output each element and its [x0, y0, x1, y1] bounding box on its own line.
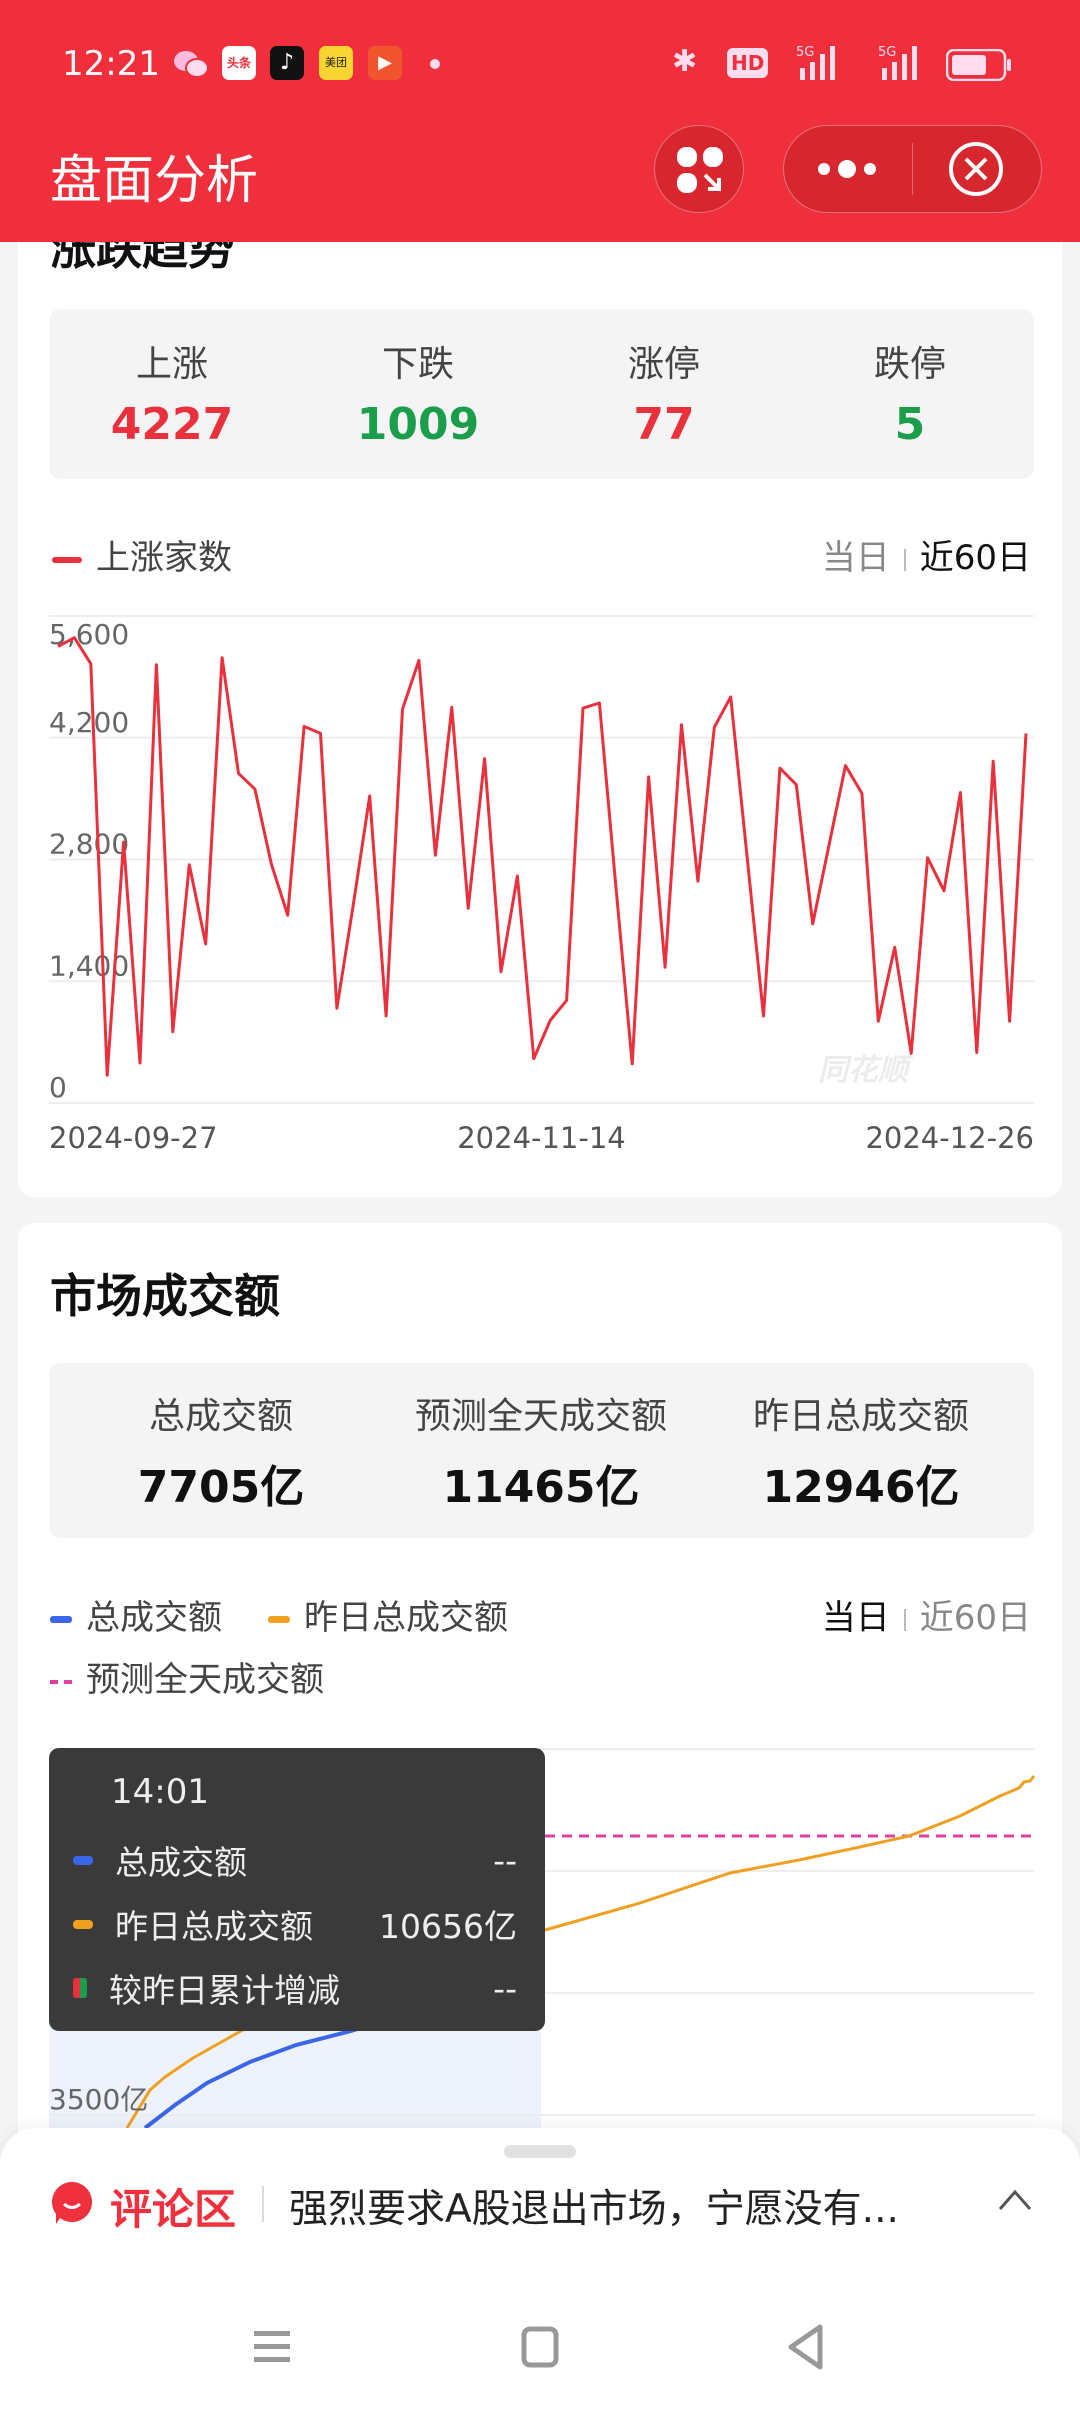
y-tick: 3500亿 — [49, 2083, 149, 2116]
yesterday-volume-line — [125, 1775, 1036, 2129]
x-tick-label: 2024-12-26 — [865, 1121, 1034, 1155]
drag-handle[interactable] — [504, 2145, 576, 2158]
hd-icon: HD — [727, 48, 769, 78]
close-button[interactable] — [914, 126, 1042, 212]
legend-swatch — [52, 556, 82, 563]
stat-limit-up: 涨停 77 — [627, 344, 701, 450]
highlight-area — [49, 2020, 541, 2130]
comment-label: 评论区 — [110, 2185, 237, 2234]
more-icon — [818, 160, 876, 178]
total-volume-line — [143, 2008, 421, 2130]
x-tick-label: 2024-11-14 — [457, 1121, 626, 1155]
chevron-up-icon[interactable] — [998, 2188, 1032, 2212]
comment-preview[interactable]: 强烈要求A股退出市场，宁愿没有... — [289, 2187, 899, 2232]
stat-forecast: 预测全天成交额 11465亿 — [414, 1396, 668, 1513]
series-line-up-count — [57, 636, 1028, 1077]
trend-legend: 上涨家数 — [52, 530, 232, 579]
tooltip-row-yesterday: 昨日总成交额 10656亿 — [73, 1900, 517, 1948]
chart-tooltip: 14:01 总成交额 -- 昨日总成交额 10656亿 较昨日累计增减 -- — [49, 1748, 545, 2031]
legend-yesterday: 昨日总成交额 — [268, 1590, 508, 1639]
divider — [903, 548, 906, 571]
battery-icon — [945, 48, 1012, 82]
dot-icon — [430, 59, 440, 69]
comment-bubble-icon — [51, 2182, 92, 2224]
divider — [903, 1608, 906, 1631]
app-header: 12:21 头条 ♪ 美团 ▶ ✱ HD 5G 5G 盘面分析 — [0, 0, 1080, 242]
watermark: 同花顺 — [818, 1053, 914, 1088]
grid-arrow-icon — [677, 147, 723, 193]
stat-total: 总成交额 7705亿 — [137, 1396, 305, 1513]
home-icon[interactable] — [521, 2326, 559, 2368]
stat-down: 下跌 1009 — [356, 344, 480, 450]
trend-stats: 上涨 4227 下跌 1009 涨停 77 跌停 5 — [49, 309, 1034, 479]
video-play-icon: ▶ — [368, 46, 402, 80]
tooltip-row-change: 较昨日累计增减 -- — [73, 1964, 517, 2012]
menu-icon[interactable] — [254, 2328, 292, 2366]
x-tick-label: 2024-09-27 — [49, 1121, 218, 1155]
bluetooth-icon: ✱ — [672, 44, 698, 79]
5g-signal-icon: 5G — [796, 42, 846, 82]
y-tick-label: 2,800 — [49, 828, 129, 861]
more-button[interactable] — [784, 126, 912, 212]
comment-bar[interactable]: 评论区 强烈要求A股退出市场，宁愿没有... — [0, 2172, 1080, 2234]
stat-limit-down: 跌停 5 — [873, 344, 947, 450]
page-title: 盘面分析 — [50, 151, 259, 211]
5g-signal-icon: 5G — [878, 42, 928, 82]
status-time: 12:21 — [62, 44, 160, 84]
range-today[interactable]: 当日 — [821, 538, 890, 578]
range-60d[interactable]: 近60日 — [919, 1598, 1031, 1638]
tooltip-time: 14:01 — [111, 1772, 209, 1812]
tooltip-row-total: 总成交额 -- — [73, 1836, 517, 1884]
divider — [912, 143, 913, 195]
y-tick-label: 0 — [49, 1071, 67, 1104]
volume-range-toggle: 当日 近60日 — [822, 1590, 1031, 1639]
stat-yesterday: 昨日总成交额 12946亿 — [752, 1396, 970, 1513]
wechat-icon — [172, 48, 210, 80]
divider — [262, 2186, 264, 2222]
capsule-menu — [783, 125, 1042, 213]
range-today[interactable]: 当日 — [821, 1598, 890, 1638]
svg-text:5G: 5G — [796, 45, 814, 60]
volume-title: 市场成交额 — [50, 1269, 280, 1323]
trend-range-toggle: 当日 近60日 — [822, 530, 1031, 579]
stat-up: 上涨 4227 — [110, 344, 234, 450]
comment-sheet: 评论区 强烈要求A股退出市场，宁愿没有... — [0, 2128, 1080, 2414]
toutiao-icon: 头条 — [222, 46, 256, 80]
legend-total: 总成交额 — [50, 1590, 222, 1639]
legend-forecast: 预测全天成交额 — [50, 1652, 324, 1701]
tiktok-icon: ♪ — [270, 46, 304, 80]
back-icon[interactable] — [786, 2324, 826, 2370]
svg-text:5G: 5G — [878, 45, 896, 60]
close-icon — [949, 142, 1003, 196]
volume-stats: 总成交额 7705亿 预测全天成交额 11465亿 昨日总成交额 12946亿 — [49, 1363, 1034, 1538]
range-60d[interactable]: 近60日 — [919, 538, 1031, 578]
switch-view-button[interactable] — [654, 125, 744, 213]
meituan-icon: 美团 — [319, 46, 353, 80]
y-tick-label: 4,200 — [49, 706, 129, 739]
